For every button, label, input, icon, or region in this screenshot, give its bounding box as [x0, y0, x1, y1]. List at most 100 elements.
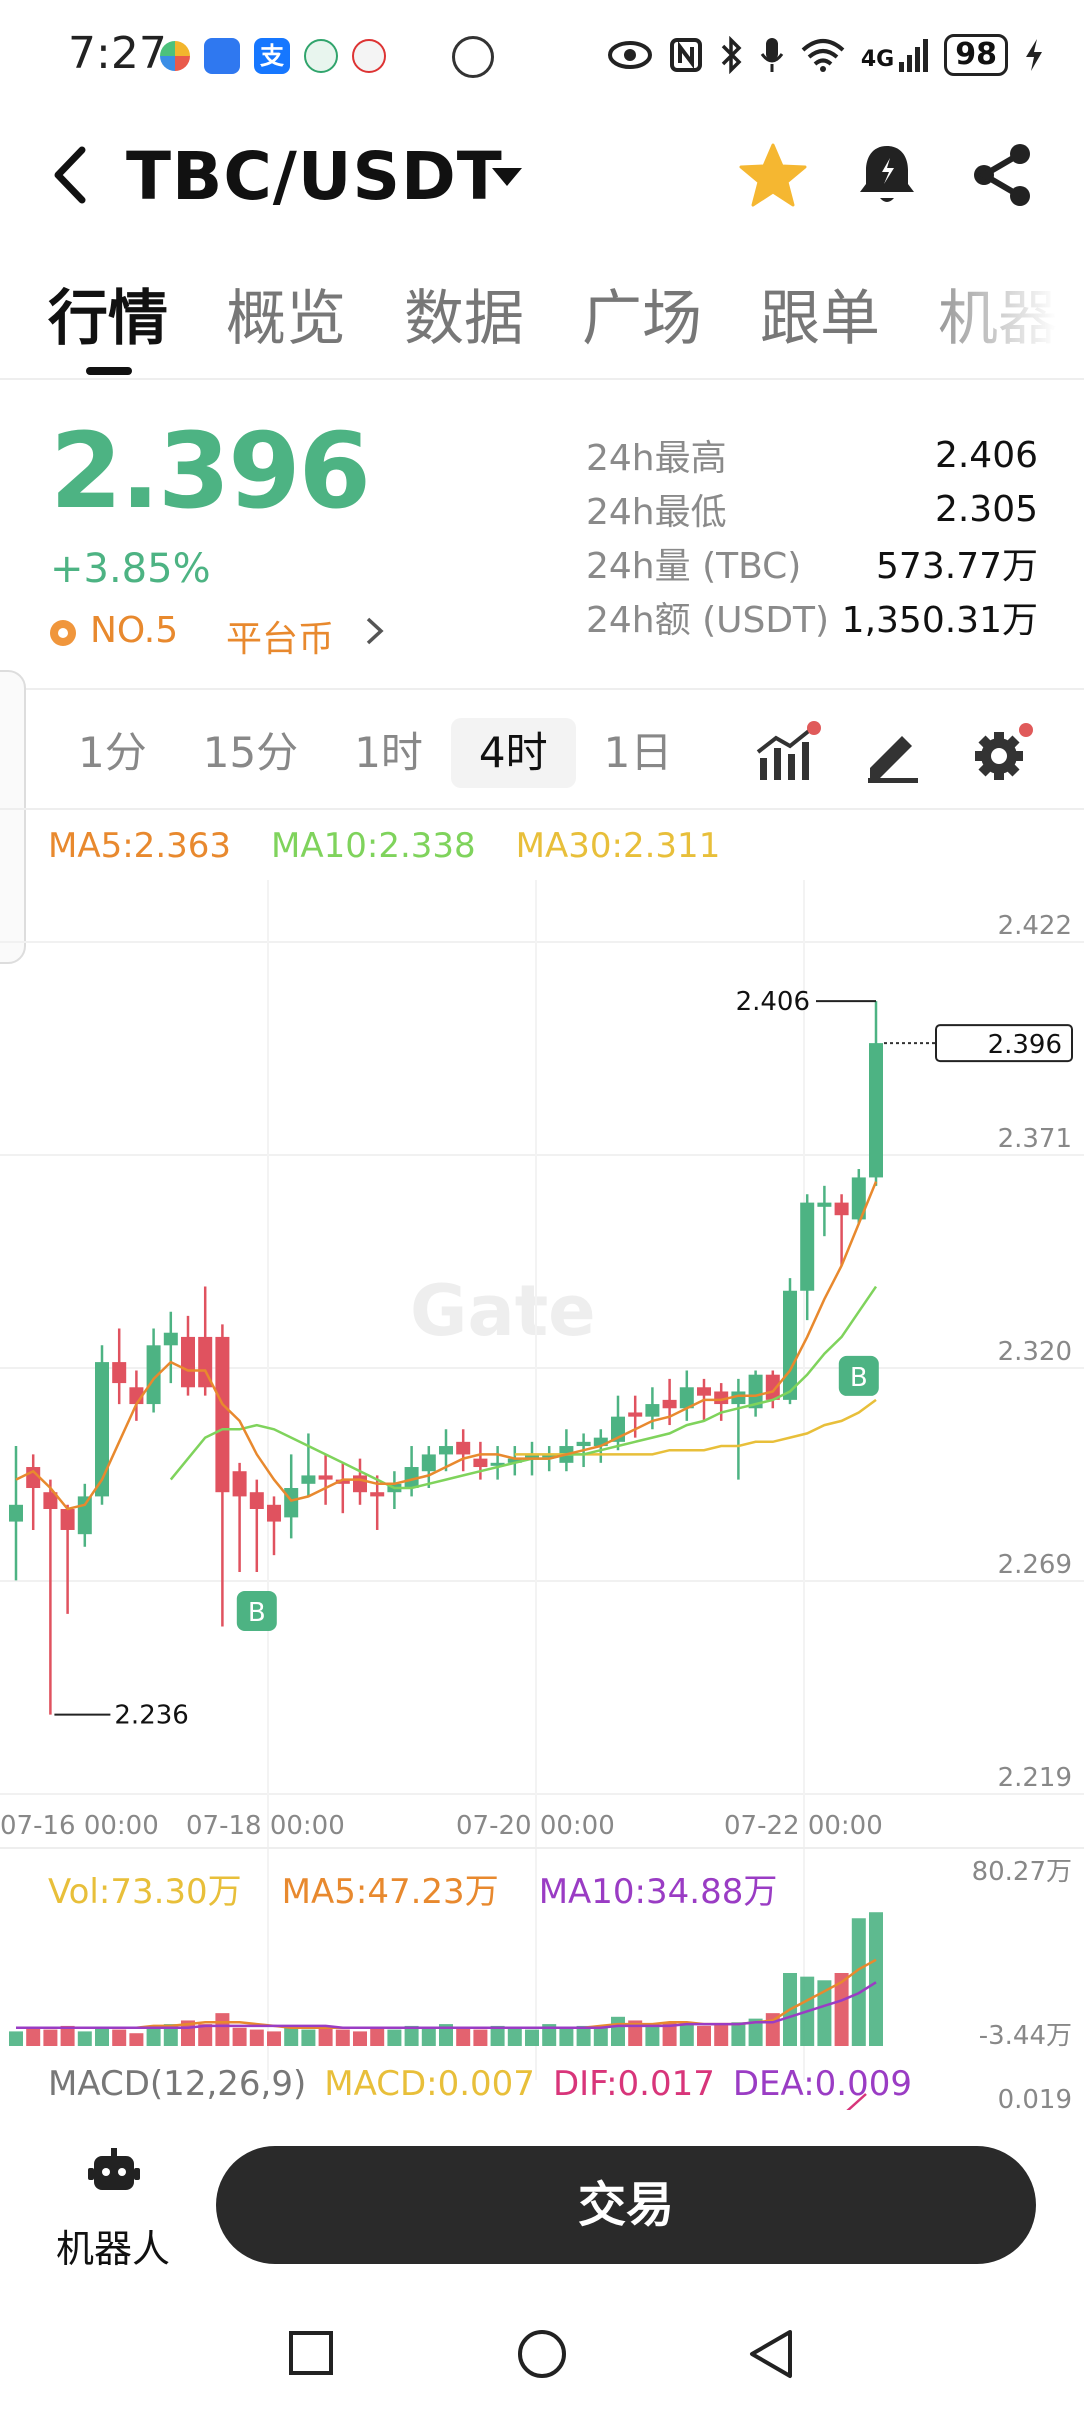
- back-triangle-icon[interactable]: [746, 2328, 796, 2380]
- y-axis-label: 2.422: [998, 911, 1072, 941]
- chart-settings-gear-icon[interactable]: [964, 718, 1034, 788]
- price-change: +3.85%: [50, 546, 211, 592]
- drawing-tool-icon[interactable]: [858, 718, 928, 788]
- volume-bar: [370, 2027, 385, 2046]
- tab-copy-trade[interactable]: 跟单: [760, 284, 880, 354]
- interval-1h[interactable]: 1时: [354, 728, 423, 777]
- pair-title[interactable]: TBC/USDT: [126, 138, 503, 215]
- volume-bar: [284, 2027, 299, 2046]
- y-axis-label: 2.219: [998, 1763, 1072, 1793]
- floating-side-tab[interactable]: [0, 670, 26, 964]
- candle: [249, 1492, 264, 1509]
- candle: [679, 1387, 694, 1409]
- candle: [439, 1446, 453, 1455]
- candle: [267, 1504, 281, 1522]
- battery-level: 98: [944, 34, 1008, 76]
- stat-volume: 24h量 (TBC) 573.77万: [586, 536, 1038, 590]
- indicators-icon[interactable]: [752, 718, 822, 788]
- candle: [146, 1345, 161, 1405]
- robot-icon[interactable]: [88, 2148, 140, 2196]
- volume-bar: [335, 2029, 350, 2046]
- candlestick-chart[interactable]: 2.422 2.371 2.320 2.269 2.219 B B 2.406 2.236 2.3…: [0, 880, 1084, 2110]
- candle: [404, 1467, 419, 1489]
- x-axis-label: 07-22 00:00: [724, 1811, 883, 1841]
- macd-max-label: 0.019: [998, 2085, 1072, 2110]
- bluetooth-icon: [721, 36, 742, 74]
- current-price-box: [935, 1024, 1073, 1063]
- candle: [697, 1387, 711, 1396]
- volume-bar: [95, 2027, 109, 2046]
- interval-1m[interactable]: 1分: [78, 728, 147, 777]
- candle: [181, 1336, 195, 1388]
- buy-marker-label: B: [248, 1598, 266, 1628]
- volume-bar: [611, 2016, 625, 2046]
- back-arrow-icon[interactable]: [44, 140, 104, 210]
- candle: [284, 1488, 299, 1518]
- candle: [353, 1475, 367, 1493]
- tab-overflow-fade: [900, 260, 1084, 360]
- volume-bar: [43, 2029, 58, 2046]
- volume-bar: [146, 2027, 161, 2046]
- volume-bar: [834, 1973, 849, 2046]
- stat-value: 2.406: [934, 434, 1038, 476]
- candle: [421, 1454, 436, 1472]
- volume-bar: [318, 2025, 333, 2046]
- interval-4h[interactable]: 4时: [450, 718, 576, 788]
- favorite-star-icon[interactable]: [738, 140, 808, 210]
- volume-bar: [869, 1912, 883, 2046]
- volume-bar: [112, 2029, 127, 2046]
- share-icon[interactable]: [968, 140, 1038, 210]
- candle: [43, 1492, 58, 1509]
- robot-button[interactable]: 机器人: [56, 2227, 171, 2271]
- candle: [215, 1336, 230, 1493]
- active-tab-indicator: [86, 367, 132, 375]
- volume-bar: [129, 2033, 144, 2046]
- y-axis-label: 2.269: [998, 1550, 1072, 1580]
- candle: [60, 1508, 75, 1530]
- system-status-icons: 4G 98: [607, 30, 1044, 80]
- candle: [112, 1362, 127, 1384]
- candle: [851, 1177, 866, 1220]
- ma5-line: [15, 1181, 878, 1511]
- buy-marker-label: B: [850, 1363, 868, 1393]
- volume-bar: [542, 2024, 557, 2046]
- candle: [473, 1458, 488, 1468]
- home-circle-icon[interactable]: [516, 2328, 568, 2380]
- chevron-right-icon[interactable]: [362, 614, 388, 648]
- recent-apps-square-icon[interactable]: [286, 2328, 336, 2378]
- y-axis-label: 2.320: [998, 1337, 1072, 1367]
- trade-button[interactable]: 交易: [216, 2146, 1036, 2264]
- pair-dropdown-icon[interactable]: [490, 166, 524, 188]
- volume-bar: [232, 2027, 247, 2046]
- x-axis-label: 07-18 00:00: [186, 1811, 345, 1841]
- tab-square[interactable]: 广场: [582, 284, 702, 354]
- macd-params: MACD(12,26,9): [48, 2064, 307, 2104]
- signal-icon: [899, 39, 929, 72]
- volume-bar: [731, 2022, 746, 2046]
- candle: [576, 1441, 591, 1447]
- interval-1d[interactable]: 1日: [603, 728, 673, 777]
- ma10-line: [169, 1285, 878, 1490]
- candle: [593, 1437, 608, 1447]
- stat-label: 24h量 (TBC): [586, 546, 802, 587]
- y-axis-label: 2.371: [998, 1124, 1072, 1154]
- volume-bar: [404, 2025, 419, 2046]
- tab-overview[interactable]: 概览: [226, 284, 346, 354]
- mobile-app-icon: [304, 39, 338, 73]
- candle: [869, 1043, 883, 1178]
- candle: [662, 1399, 677, 1409]
- rank-icon: [50, 620, 76, 646]
- tab-market[interactable]: 行情: [48, 284, 168, 354]
- volume-bar: [77, 2031, 92, 2046]
- category-link[interactable]: 平台币: [226, 619, 335, 660]
- ma-legend: MA5:2.363 MA10:2.338 MA30:2.311: [48, 826, 720, 866]
- tab-data[interactable]: 数据: [404, 284, 524, 354]
- alipay-icon: 支: [254, 38, 290, 74]
- interval-divider: [0, 808, 1084, 810]
- price-divider: [0, 688, 1084, 690]
- volume-bar: [9, 2031, 23, 2046]
- price-alert-bell-icon[interactable]: [852, 140, 922, 210]
- dif-value: DIF:0.017: [552, 2064, 715, 2104]
- interval-15m[interactable]: 15分: [202, 728, 299, 777]
- stat-value: 573.77万: [876, 546, 1038, 587]
